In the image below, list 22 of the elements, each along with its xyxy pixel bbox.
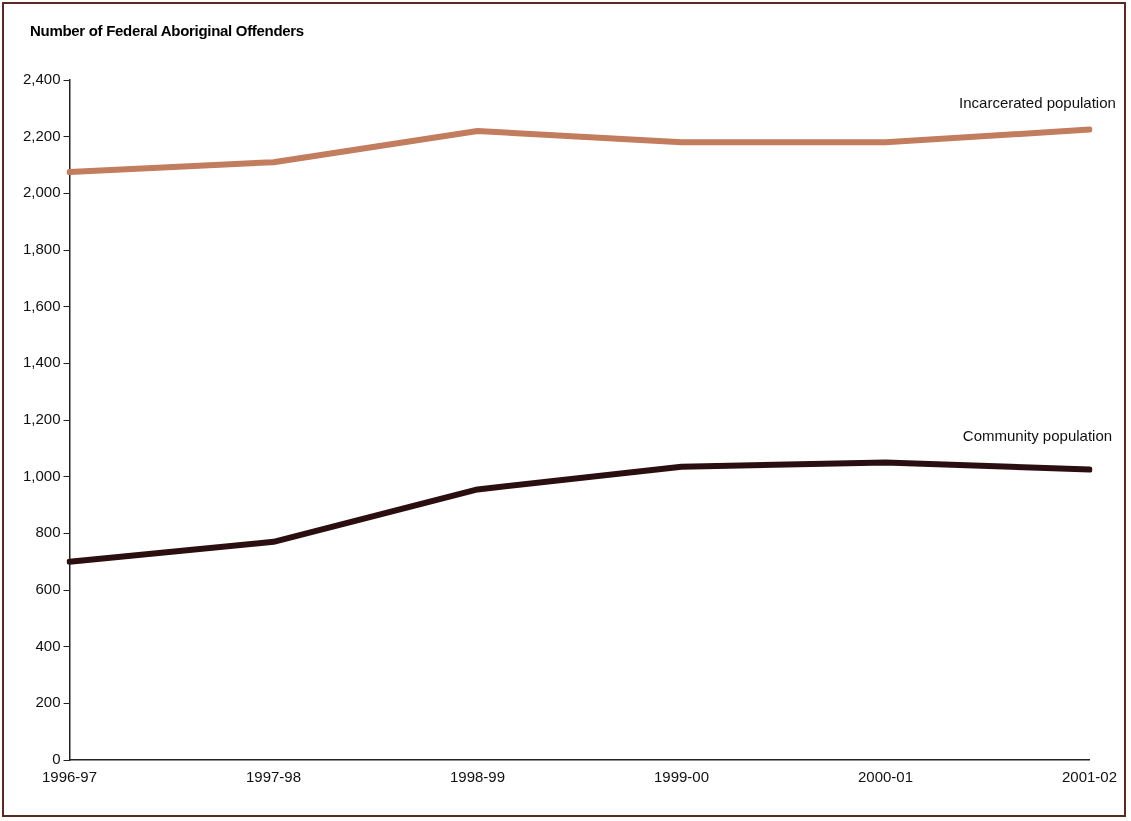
x-tick-label: 1998-99: [449, 768, 506, 786]
y-tick-label: 200: [35, 693, 61, 711]
y-tick-label: 1,600: [22, 296, 61, 314]
y-tick-label: 600: [35, 580, 61, 598]
x-tick-label: 2001-02: [1061, 768, 1118, 786]
y-tick-label: 1,800: [22, 240, 61, 258]
y-tick-label: 0: [52, 750, 61, 768]
x-tick-label: 1997-98: [245, 768, 302, 786]
series-label: Incarcerated population: [959, 93, 1116, 111]
chart-title: Number of Federal Aboriginal Offenders: [30, 22, 304, 39]
y-tick-label: 400: [35, 636, 61, 654]
y-tick-label: 2,400: [22, 70, 61, 88]
y-tick-label: 2,000: [22, 183, 61, 201]
y-tick-label: 2,200: [22, 126, 61, 144]
y-tick-label: 1,400: [22, 353, 61, 371]
y-tick-label: 1,200: [22, 410, 61, 428]
y-tick-label: 800: [35, 523, 61, 541]
y-tick-label: 1,000: [22, 466, 61, 484]
x-tick-label: 1999-00: [653, 768, 710, 786]
x-tick-label: 1996-97: [42, 768, 98, 786]
x-tick-label: 2000-01: [857, 768, 914, 786]
series-label: Community population: [962, 426, 1113, 444]
